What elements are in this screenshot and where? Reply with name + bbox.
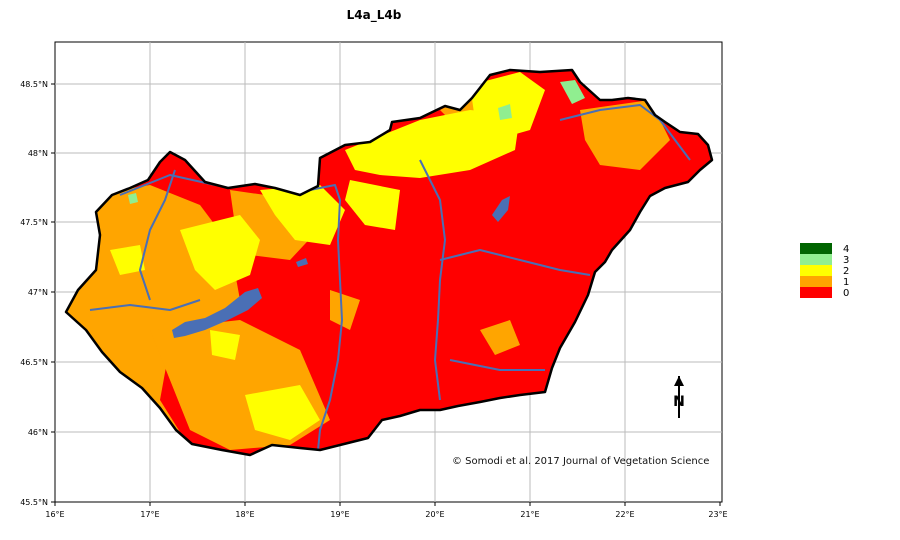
north-arrow-icon: N <box>673 376 685 418</box>
lake-tisza <box>492 196 510 222</box>
legend-label: 2 <box>843 266 849 277</box>
x-tick-label: 19°E <box>330 510 349 519</box>
x-axis <box>54 502 721 506</box>
country-border <box>64 68 714 457</box>
lake-balaton <box>172 288 262 338</box>
y-tick-label: 46°N <box>28 428 48 437</box>
x-tick-label: 20°E <box>425 510 444 519</box>
map-title: L4a_L4b <box>347 8 402 23</box>
lake-velence <box>296 258 308 267</box>
x-tick-label: 22°E <box>615 510 634 519</box>
legend-swatch-2 <box>800 265 832 276</box>
legend-label: 0 <box>843 288 849 299</box>
north-label: N <box>673 394 685 410</box>
legend-label: 1 <box>843 277 849 288</box>
class-3-areas <box>128 80 585 204</box>
legend-swatch-3 <box>800 254 832 265</box>
legend-label: 4 <box>843 244 849 255</box>
legend-label: 3 <box>843 255 849 266</box>
legend-swatch-1 <box>800 276 832 287</box>
x-tick-label: 18°E <box>235 510 254 519</box>
y-tick-label: 48°N <box>28 149 48 158</box>
y-tick-label: 45.5°N <box>20 498 48 507</box>
x-tick-labels: 16°E 17°E 18°E 19°E 20°E 21°E 22°E 23°E <box>45 510 727 519</box>
legend-swatch-4 <box>800 243 832 254</box>
x-tick-label: 23°E <box>708 510 727 519</box>
legend: 4 3 2 1 0 <box>800 243 849 299</box>
x-tick-label: 16°E <box>45 510 64 519</box>
y-tick-label: 46.5°N <box>20 358 48 367</box>
y-tick-label: 48.5°N <box>20 80 48 89</box>
legend-swatch-0 <box>800 287 832 298</box>
y-axis <box>51 83 55 503</box>
y-tick-labels: 48.5°N 48°N 47.5°N 47°N 46.5°N 46°N 45.5… <box>20 80 48 507</box>
credit-text: © Somodi et al. 2017 Journal of Vegetati… <box>452 456 709 467</box>
y-tick-label: 47°N <box>28 288 48 297</box>
y-tick-label: 47.5°N <box>20 218 48 227</box>
x-tick-label: 17°E <box>140 510 159 519</box>
x-tick-label: 21°E <box>520 510 539 519</box>
